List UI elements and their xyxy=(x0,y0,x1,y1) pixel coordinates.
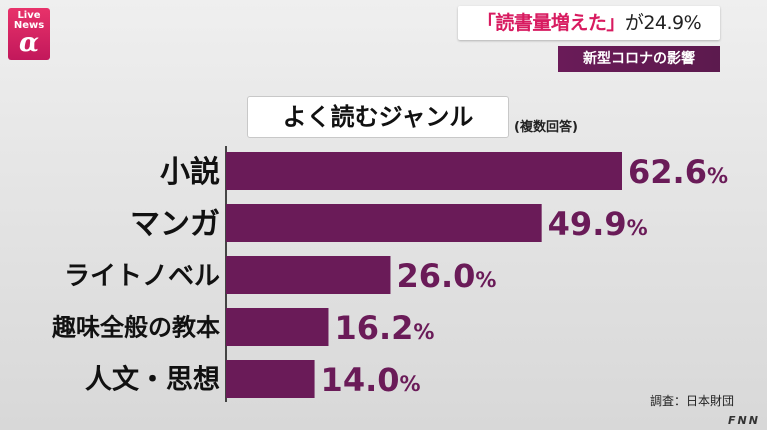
bar-3 xyxy=(226,308,329,346)
bar-0 xyxy=(226,152,622,190)
fnn-brand-mark: FNN xyxy=(728,414,760,427)
live-news-alpha-logo: Live News α xyxy=(8,8,50,60)
chart-note: (複数回答) xyxy=(514,120,578,135)
chart-title: よく読むジャンル xyxy=(247,96,509,138)
logo-line-2: News xyxy=(13,20,45,31)
value-label-2: 26.0% xyxy=(396,257,496,295)
bar-4 xyxy=(226,360,315,398)
headline-banner: 「読書量増えた」が24.9% xyxy=(458,6,720,40)
headline-quote: 「読書量増えた」 xyxy=(476,12,626,34)
source-credit: 調査：日本財団 xyxy=(650,394,735,408)
value-label-1: 49.9% xyxy=(548,205,648,243)
category-label-2: ライトノベル xyxy=(64,261,220,291)
bar-1 xyxy=(226,204,542,242)
subhead-banner: 新型コロナの影響 xyxy=(558,46,720,72)
category-label-1: マンガ xyxy=(130,207,220,242)
headline-rest: が24.9% xyxy=(624,12,702,34)
category-label-0: 小説 xyxy=(160,155,220,190)
bar-2 xyxy=(226,256,391,294)
value-label-4: 14.0% xyxy=(321,361,421,399)
category-label-3: 趣味全般の教本 xyxy=(51,314,220,342)
value-label-3: 16.2% xyxy=(334,309,434,347)
category-label-4: 人文・思想 xyxy=(85,364,220,396)
logo-line-1: Live xyxy=(17,10,41,21)
value-label-0: 62.6% xyxy=(628,153,728,191)
logo-alpha-symbol: α xyxy=(18,28,39,58)
